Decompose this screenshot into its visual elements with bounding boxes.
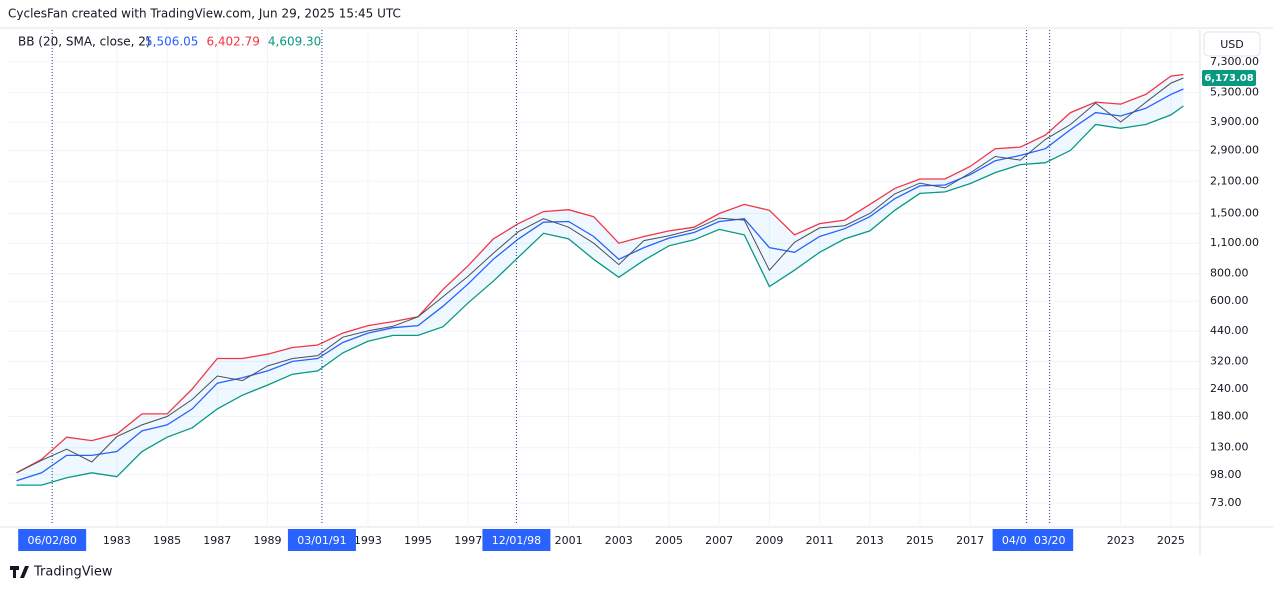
bb-upper bbox=[16, 73, 1184, 474]
x-tick-label: 1989 bbox=[253, 534, 281, 547]
x-tick-label: 2005 bbox=[655, 534, 683, 547]
bb-lower bbox=[16, 105, 1184, 486]
brand: TradingView bbox=[10, 565, 113, 580]
brand-name: TradingView bbox=[33, 565, 113, 580]
y-tick-label: 1,500.00 bbox=[1210, 206, 1259, 219]
marker-label: 12/01/98 bbox=[492, 534, 541, 547]
marker-box bbox=[287, 529, 356, 551]
x-tick-label: 2007 bbox=[705, 534, 733, 547]
marker-box bbox=[18, 529, 87, 551]
band-fill bbox=[16, 74, 1184, 486]
x-tick-label: 1995 bbox=[404, 534, 432, 547]
y-tick-label: 3,900.00 bbox=[1210, 115, 1259, 128]
y-tick-label: 7,300.00 bbox=[1210, 55, 1259, 68]
currency[interactable]: USD bbox=[1220, 38, 1244, 51]
legend-value: 4,609.30 bbox=[268, 35, 321, 49]
legend-value: 6,402.79 bbox=[206, 35, 259, 49]
y-tick-label: 98.00 bbox=[1210, 468, 1242, 481]
x-tick-label: 2011 bbox=[806, 534, 834, 547]
indicator-title: BB (20, SMA, close, 2) bbox=[18, 35, 151, 49]
x-tick-label: 2023 bbox=[1107, 534, 1135, 547]
x-tick-label: 1985 bbox=[153, 534, 181, 547]
x-tick-label: 2015 bbox=[906, 534, 934, 547]
price-line bbox=[16, 77, 1184, 474]
y-tick-label: 800.00 bbox=[1210, 267, 1249, 280]
x-tick-label: 2017 bbox=[956, 534, 984, 547]
x-tick-label: 1997 bbox=[454, 534, 482, 547]
marker-label: 06/02/80 bbox=[27, 534, 76, 547]
currency-button[interactable] bbox=[1203, 31, 1261, 57]
x-tick-label: 1987 bbox=[203, 534, 231, 547]
bb-basis bbox=[16, 88, 1184, 482]
marker-box bbox=[482, 529, 551, 551]
legend-value: 5,506.05 bbox=[145, 35, 198, 49]
y-tick-label: 320.00 bbox=[1210, 354, 1249, 367]
last-price-box bbox=[1202, 69, 1256, 86]
y-tick-label: 600.00 bbox=[1210, 294, 1249, 307]
y-tick-label: 180.00 bbox=[1210, 410, 1249, 423]
y-tick-label: 440.00 bbox=[1210, 324, 1249, 337]
y-tick-label: 5,300.00 bbox=[1210, 86, 1259, 99]
y-tick-label: 2,100.00 bbox=[1210, 174, 1259, 187]
brand-logo bbox=[10, 566, 29, 578]
y-tick-label: 2,900.00 bbox=[1210, 143, 1259, 156]
x-tick-label: 2013 bbox=[856, 534, 884, 547]
x-tick-label: 1993 bbox=[354, 534, 382, 547]
x-tick-label: 2003 bbox=[605, 534, 633, 547]
x-tick-label: 2001 bbox=[555, 534, 583, 547]
y-tick-label: 130.00 bbox=[1210, 441, 1249, 454]
y-tick-label: 73.00 bbox=[1210, 496, 1242, 509]
x-tick-label: 2009 bbox=[755, 534, 783, 547]
header: CyclesFan created with TradingView.com, … bbox=[8, 7, 401, 21]
y-tick-label: 240.00 bbox=[1210, 382, 1249, 395]
x-tick-label: 2025 bbox=[1157, 534, 1185, 547]
marker-label: 03/20 bbox=[1034, 534, 1066, 547]
last-price-label: 6,173.08 bbox=[1204, 73, 1253, 84]
marker-label: 03/01/91 bbox=[297, 534, 346, 547]
legend: BB (20, SMA, close, 2) 5,506.05 6,402.79 4… bbox=[18, 35, 321, 49]
plot: 73.00 98.00 130.00 180.00 240.00 320.00 440.00… bbox=[0, 30, 1273, 555]
x-tick-label: 1983 bbox=[103, 534, 131, 547]
y-tick-label: 1,100.00 bbox=[1210, 236, 1259, 249]
marker-box bbox=[1026, 529, 1074, 551]
